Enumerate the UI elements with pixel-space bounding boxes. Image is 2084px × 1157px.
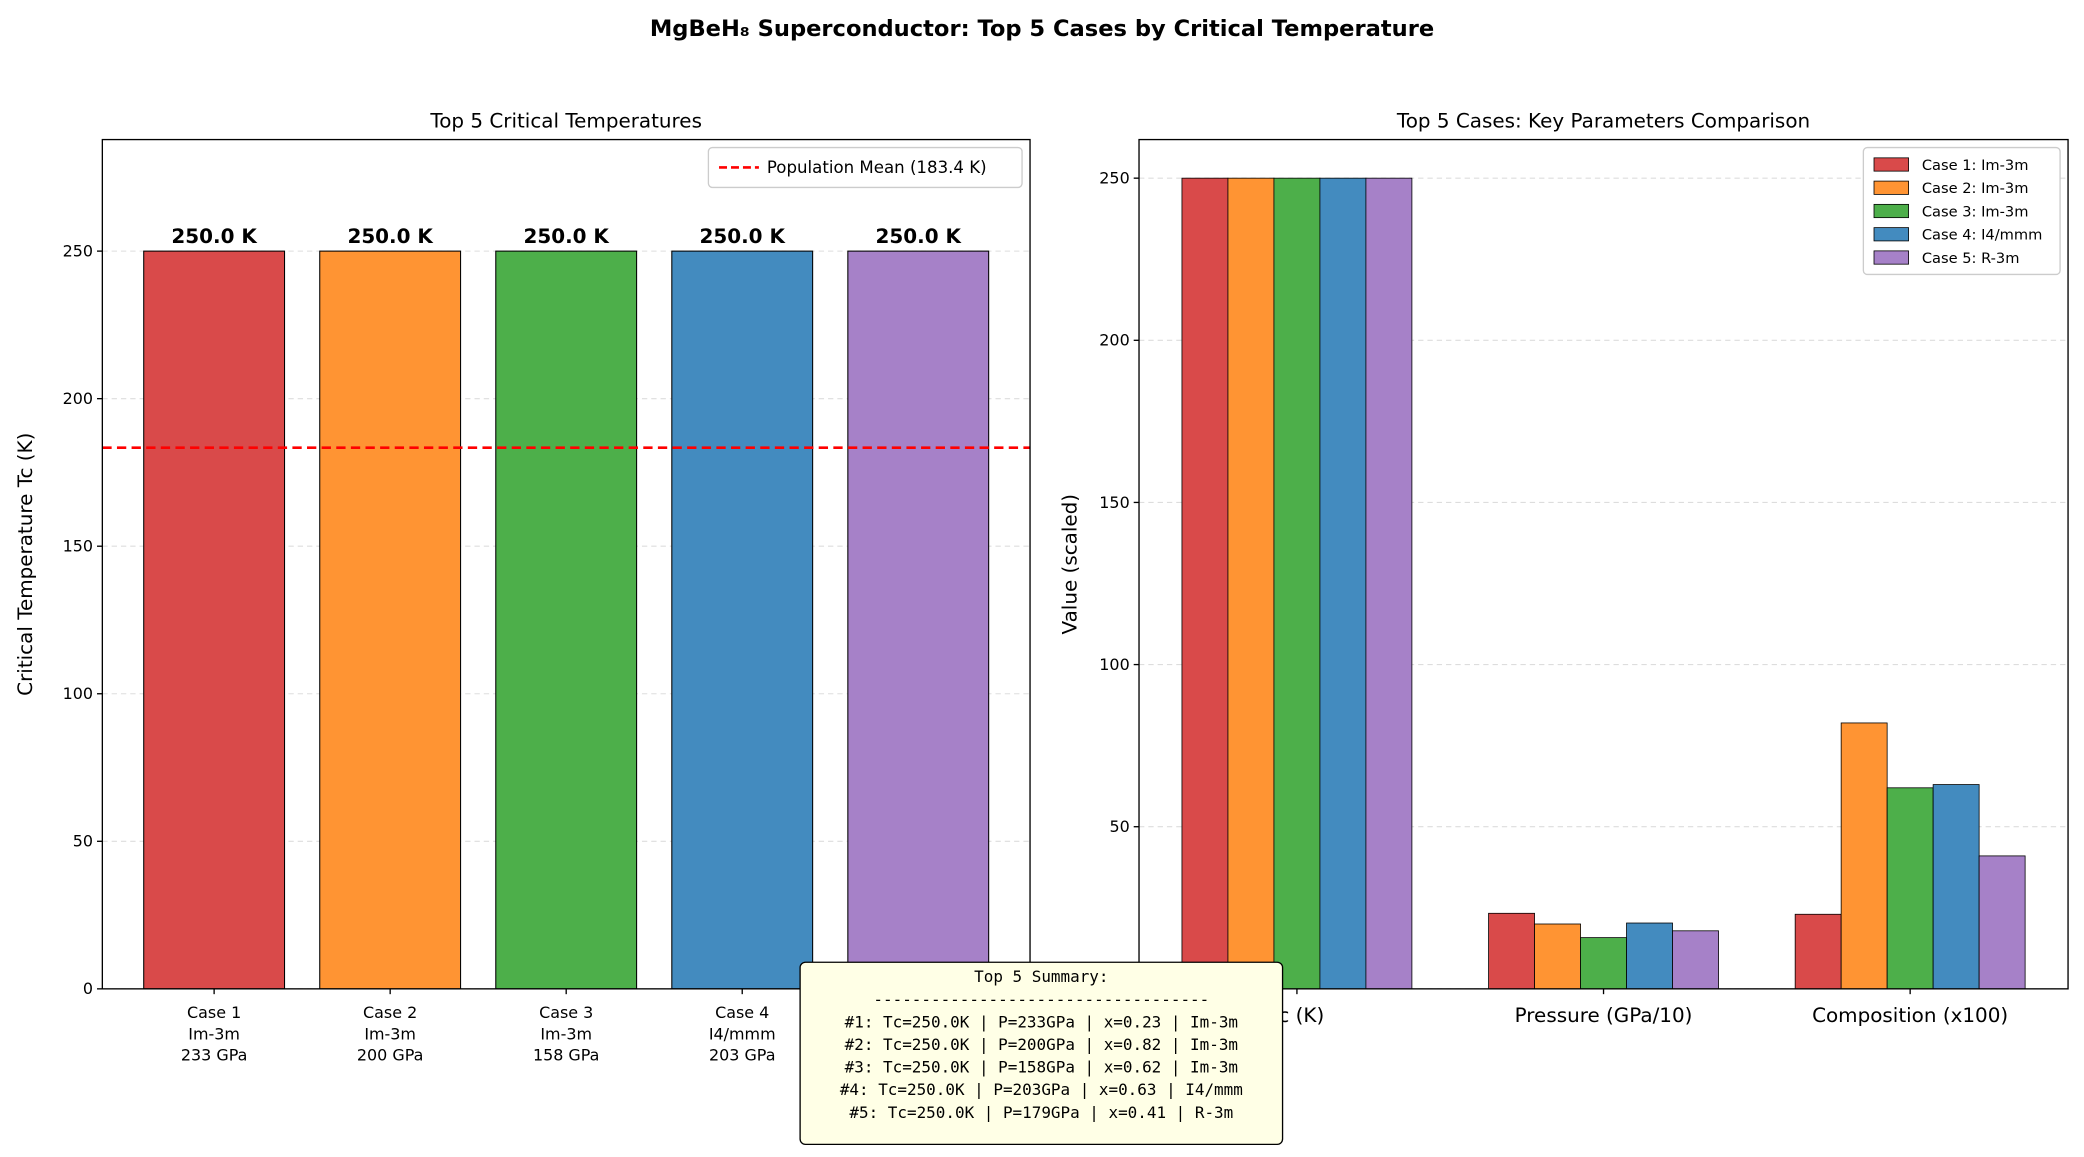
subplot-title: Top 5 Critical Temperatures	[429, 110, 702, 133]
summary-line: -----------------------------------	[873, 990, 1209, 1009]
bar	[1488, 912, 1535, 990]
x-tick-label: Case 1 Im-3m 233 GPa	[181, 1003, 248, 1065]
y-tick-label: 200	[1099, 331, 1129, 350]
legend-box	[1862, 146, 2061, 276]
value-label: 250.0 K	[171, 225, 258, 248]
bar	[1672, 930, 1719, 990]
x-tick-line: Im-3m	[188, 1024, 240, 1043]
y-tick-label: 200	[63, 389, 93, 408]
summary-box	[799, 961, 1284, 1146]
x-tick-line: Case 2	[363, 1003, 417, 1022]
x-tick-line: 233 GPa	[181, 1046, 248, 1065]
summary-line: #1: Tc=250.0K | P=233GPa | x=0.23 | Im-3…	[845, 1012, 1238, 1031]
bar	[1319, 177, 1367, 990]
x-tick-line: Case 3	[539, 1003, 593, 1022]
figure-title: MgBeH₈ Superconductor: Top 5 Cases by Cr…	[650, 16, 1434, 42]
bar	[847, 250, 990, 990]
x-tick-line: Im-3m	[540, 1024, 592, 1043]
x-tick-line: 158 GPa	[533, 1046, 600, 1065]
bar	[319, 250, 462, 990]
legend-label: Case 1: Im-3m	[1922, 157, 2029, 174]
legend-label: Case 2: Im-3m	[1922, 180, 2029, 197]
y-tick-label: 250	[1099, 168, 1129, 187]
x-tick-line: Case 4	[715, 1003, 769, 1022]
value-label: 250.0 K	[700, 225, 787, 248]
x-tick-line: 200 GPa	[357, 1046, 424, 1065]
x-tick-label: Case 3 Im-3m 158 GPa	[533, 1003, 600, 1065]
summary-line: #4: Tc=250.0K | P=203GPa | x=0.63 | I4/m…	[840, 1080, 1243, 1099]
y-axis-label: Critical Temperature Tc (K)	[14, 433, 37, 696]
bar	[143, 250, 286, 990]
legend-symbol	[1873, 227, 1909, 242]
axes-frame	[101, 138, 1031, 990]
y-tick-label: 50	[73, 832, 93, 851]
x-tick-line: Case 1	[187, 1003, 241, 1022]
legend-symbol	[1873, 203, 1909, 219]
summary-line: #2: Tc=250.0K | P=200GPa | x=0.82 | Im-3…	[845, 1035, 1238, 1054]
bar	[1181, 177, 1229, 990]
bar	[1840, 722, 1888, 990]
bar	[1534, 923, 1581, 990]
summary-line: #5: Tc=250.0K | P=179GPa | x=0.41 | R-3m	[849, 1103, 1233, 1122]
value-label: 250.0 K	[347, 225, 434, 248]
y-tick-label: 150	[1099, 493, 1129, 512]
y-tick-label: 150	[63, 537, 93, 556]
legend-label: Population Mean (183.4 K)	[767, 158, 987, 177]
legend-symbol	[1873, 157, 1909, 172]
bar	[1978, 855, 2026, 990]
bar	[1626, 922, 1673, 990]
y-tick-label: 0	[83, 979, 93, 998]
y-tick-label: 50	[1109, 817, 1129, 836]
legend-label: Case 3: Im-3m	[1922, 203, 2029, 220]
bar	[1580, 937, 1627, 990]
x-tick-label: Case 4 I4/mmm 203 GPa	[709, 1003, 776, 1065]
summary-line: Top 5 Summary:	[974, 967, 1108, 986]
x-tick-label: Pressure (GPa/10)	[1515, 1004, 1693, 1027]
y-tick-label: 100	[1099, 655, 1129, 674]
x-tick-label: Case 2 Im-3m 200 GPa	[357, 1003, 424, 1065]
bar	[495, 250, 638, 990]
x-tick-line: 203 GPa	[709, 1046, 776, 1065]
x-tick-line: I4/mmm	[709, 1024, 776, 1043]
bar	[1365, 177, 1413, 990]
bar	[1227, 177, 1275, 990]
subplot-title: Top 5 Cases: Key Parameters Comparison	[1396, 110, 1810, 133]
y-axis-label: Value (scaled)	[1059, 494, 1082, 635]
y-tick-label: 100	[63, 684, 93, 703]
axes-frame	[1138, 138, 2069, 990]
bar	[671, 250, 814, 990]
legend-label: Case 4: I4/mmm	[1922, 227, 2042, 244]
bar	[1932, 784, 1980, 990]
legend-symbol	[1873, 250, 1909, 265]
x-tick-label: Composition (x100)	[1812, 1004, 2008, 1027]
value-label: 250.0 K	[523, 225, 610, 248]
bar	[1886, 787, 1934, 990]
bar	[1273, 177, 1321, 990]
legend-symbol	[1873, 180, 1909, 195]
value-label: 250.0 K	[876, 225, 963, 248]
summary-line: #3: Tc=250.0K | P=158GPa | x=0.62 | Im-3…	[845, 1058, 1238, 1077]
y-tick-label: 250	[63, 241, 93, 260]
legend-box	[707, 146, 1023, 189]
legend-label: Case 5: R-3m	[1922, 250, 2020, 267]
x-tick-line: Im-3m	[364, 1024, 416, 1043]
bar	[1794, 913, 1842, 990]
